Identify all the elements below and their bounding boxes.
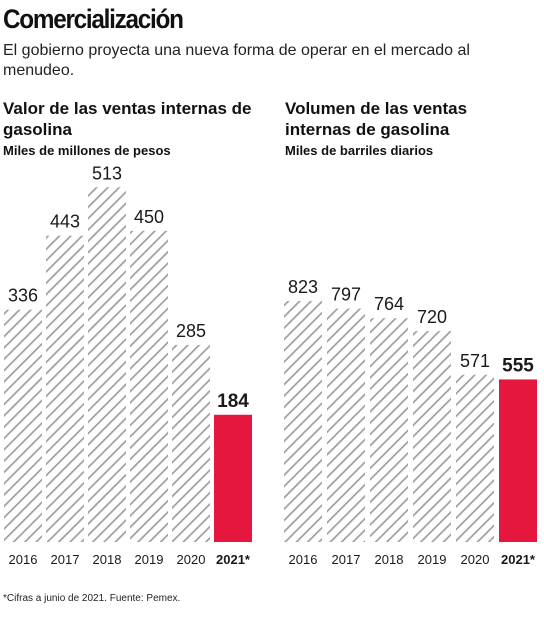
chart-1-bar-2019 <box>130 230 168 542</box>
chart-2-plot: 823 2016 797 2017 764 2018 720 2019 571 2020 555 20… <box>284 277 537 567</box>
chart-2-tick-label: 2016 <box>289 552 318 567</box>
chart-1-bar-2016 <box>4 309 42 542</box>
chart-1-bar-2018 <box>88 187 126 542</box>
chart-2-tick-label: 2017 <box>332 552 361 567</box>
chart-1-unit: Miles de millones de pesos <box>3 143 171 158</box>
chart-1-tick-label: 2017 <box>51 552 80 567</box>
chart-2-value-label: 764 <box>374 294 404 314</box>
chart-2-bar-2017 <box>327 308 365 542</box>
chart-1-tick-label: 2019 <box>135 552 164 567</box>
chart-2-value-label: 720 <box>417 307 447 327</box>
chart-1-value-label: 513 <box>92 163 122 183</box>
chart-1-bar-2021* <box>214 414 252 542</box>
page-title: Comercialización <box>3 4 184 34</box>
chart-1-value-label: 184 <box>217 391 249 412</box>
chart-1-tick-label: 2018 <box>93 552 122 567</box>
chart-1-value-label: 336 <box>8 286 38 306</box>
chart-1-tick-label: 2020 <box>177 552 206 567</box>
chart-1-value-label: 450 <box>134 207 164 227</box>
chart-1-bar-2020 <box>172 344 210 542</box>
chart-1-tick-label: 2021* <box>216 552 251 567</box>
chart-1-value-label: 285 <box>176 321 206 341</box>
chart-1-bar-2017 <box>46 235 84 542</box>
chart-2-bar-2020 <box>456 374 494 542</box>
chart-1-value-label: 443 <box>50 212 80 232</box>
chart-1-title: Valor de las ventas internas de gasolina <box>3 99 252 139</box>
chart-2-value-label: 571 <box>460 351 490 371</box>
chart-2-title: Volumen de las ventas internas de gasoli… <box>285 99 468 139</box>
chart-2-tick-label: 2019 <box>418 552 447 567</box>
chart-2-bar-2018 <box>370 318 408 542</box>
chart-1-tick-label: 2016 <box>9 552 38 567</box>
chart-2-tick-label: 2021* <box>501 552 536 567</box>
chart-2-value-label: 797 <box>331 285 361 305</box>
page-subtitle: El gobierno proyecta una nueva forma de … <box>3 42 470 79</box>
chart-2-bar-2019 <box>413 331 451 542</box>
chart-1-plot: 336 2016 443 2017 513 2018 450 2019 285 2020 184 20… <box>4 163 252 567</box>
chart-2-tick-label: 2020 <box>461 552 490 567</box>
footnote: *Cifras a junio de 2021. Fuente: Pemex. <box>3 593 181 604</box>
chart-2-unit: Miles de barriles diarios <box>285 143 434 158</box>
chart-2-value-label: 555 <box>502 355 534 376</box>
chart-2-value-label: 823 <box>288 277 318 297</box>
chart-2-tick-label: 2018 <box>375 552 404 567</box>
chart-2-bar-2016 <box>284 300 322 542</box>
chart-2-bar-2021* <box>499 379 537 542</box>
